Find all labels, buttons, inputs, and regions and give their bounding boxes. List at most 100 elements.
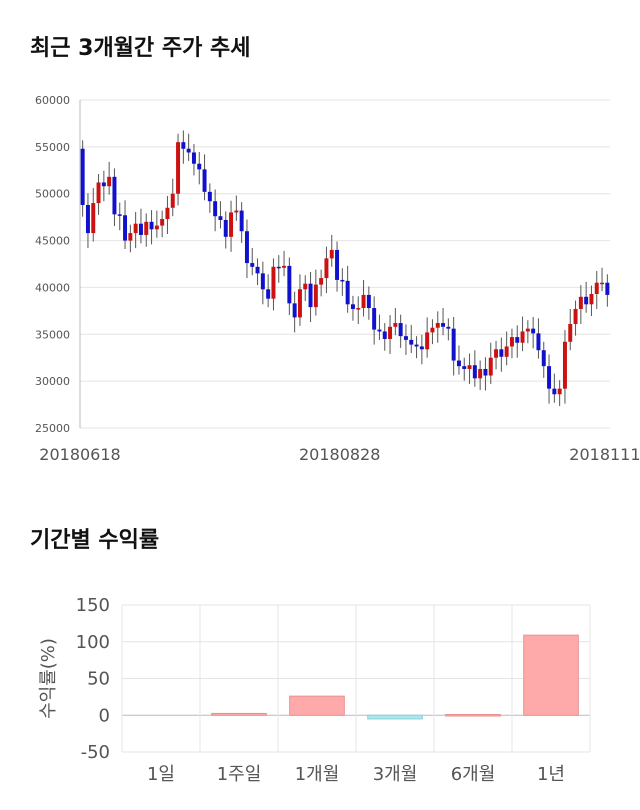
candle-up bbox=[356, 308, 361, 310]
candle-up bbox=[361, 294, 366, 309]
candle-up bbox=[494, 349, 499, 358]
candle-up bbox=[578, 296, 583, 309]
candle-up bbox=[329, 249, 334, 259]
candle-up bbox=[573, 308, 578, 324]
candle-down bbox=[260, 273, 265, 290]
y-tick-label: 45000 bbox=[35, 235, 70, 248]
candle-up bbox=[229, 212, 234, 237]
candle-down bbox=[605, 282, 610, 295]
candle-up bbox=[435, 323, 440, 328]
candle-down bbox=[456, 360, 461, 367]
candle-up bbox=[600, 282, 605, 285]
y-tick-label: 150 bbox=[76, 595, 110, 616]
candle-down bbox=[149, 221, 154, 230]
candle-down bbox=[541, 350, 546, 367]
candle-up bbox=[520, 331, 525, 343]
candle-down bbox=[308, 283, 313, 308]
candle-down bbox=[255, 266, 260, 274]
candle-up bbox=[107, 176, 112, 187]
candle-down bbox=[287, 265, 292, 304]
return-bar-5 bbox=[445, 714, 501, 717]
y-tick-label: 50000 bbox=[35, 188, 70, 201]
candle-up bbox=[467, 365, 472, 369]
candle-down bbox=[499, 349, 504, 357]
candle-down bbox=[207, 191, 212, 202]
candle-down bbox=[191, 152, 196, 164]
candle-up bbox=[504, 346, 509, 357]
candle-down bbox=[266, 289, 271, 299]
candle-down bbox=[414, 344, 419, 347]
candle-up bbox=[568, 323, 573, 342]
x-tick-label: 1일 bbox=[147, 764, 175, 785]
candle-down bbox=[409, 339, 414, 345]
candle-down bbox=[181, 142, 186, 149]
y-tick-label: 30000 bbox=[35, 375, 70, 388]
candle-down bbox=[276, 266, 281, 269]
candle-up bbox=[324, 258, 329, 279]
candle-down bbox=[345, 280, 350, 305]
candle-down bbox=[462, 366, 467, 369]
candle-up bbox=[128, 233, 133, 241]
candle-up bbox=[557, 388, 562, 395]
period-return-bar-chart: -50 0 50 100 150 수익률(%) 1일 1주일 1개월 3개월 6개월 1년 bbox=[38, 595, 591, 785]
candle-up bbox=[313, 284, 318, 308]
candle-down bbox=[552, 388, 557, 395]
candle-down bbox=[244, 231, 249, 264]
candle-down bbox=[340, 279, 345, 282]
candle-down bbox=[292, 303, 297, 318]
y-tick-label: 40000 bbox=[35, 281, 70, 294]
candle-down bbox=[377, 329, 382, 332]
candle-down bbox=[584, 296, 589, 305]
candle-up bbox=[297, 289, 302, 318]
candle-down bbox=[138, 223, 143, 235]
candle-down bbox=[85, 204, 90, 234]
candle-up bbox=[91, 203, 96, 234]
candle-down bbox=[419, 346, 424, 350]
candle-down bbox=[382, 331, 387, 339]
candle-down bbox=[372, 308, 377, 330]
candle-down bbox=[515, 337, 520, 343]
stock-price-candlestick-chart: 25000 30000 35000 40000 45000 50000 55000 60000… bbox=[35, 94, 640, 464]
candle-up bbox=[562, 341, 567, 389]
candle-up bbox=[478, 368, 483, 379]
candle-down bbox=[472, 365, 477, 379]
candle-up bbox=[393, 323, 398, 327]
x-tick-label: 1년 bbox=[537, 764, 565, 785]
candle-up bbox=[170, 193, 175, 208]
candle-down bbox=[197, 163, 202, 170]
candle-down bbox=[483, 368, 488, 376]
candle-down bbox=[350, 304, 355, 309]
y-tick-label: 50 bbox=[87, 669, 110, 690]
candle-up bbox=[509, 337, 514, 347]
candle-down bbox=[250, 263, 255, 267]
x-tick-label: 1개월 bbox=[295, 764, 340, 785]
candle-up bbox=[388, 326, 393, 339]
return-bar-6 bbox=[523, 634, 579, 716]
candle-down bbox=[239, 210, 244, 232]
x-tick-label: 20181112 bbox=[569, 445, 640, 464]
candle-up bbox=[234, 210, 239, 213]
y-tick-label: 100 bbox=[76, 632, 110, 653]
x-tick-label: 20180618 bbox=[39, 445, 120, 464]
candle-up bbox=[165, 207, 170, 220]
candle-up bbox=[96, 182, 101, 204]
candle-down bbox=[123, 215, 128, 241]
candle-up bbox=[282, 265, 287, 268]
y-axis-label: 수익률(%) bbox=[38, 638, 59, 719]
candle-down bbox=[403, 336, 408, 340]
candle-up bbox=[430, 327, 435, 333]
return-bar-2 bbox=[211, 712, 267, 716]
price-trend-title: 최근 3개월간 주가 추세 bbox=[30, 36, 251, 61]
candle-down bbox=[117, 214, 122, 216]
candle-up bbox=[525, 328, 530, 332]
candle-down bbox=[536, 333, 541, 351]
y-tick-label: 60000 bbox=[35, 94, 70, 107]
candle-down bbox=[547, 366, 552, 389]
y-tick-label: 55000 bbox=[35, 141, 70, 154]
candle-down bbox=[441, 323, 446, 327]
candle-up bbox=[160, 219, 165, 226]
period-return-title: 기간별 수익률 bbox=[30, 528, 160, 553]
candle-down bbox=[202, 169, 207, 192]
candle-down bbox=[186, 148, 191, 153]
y-tick-label: -50 bbox=[81, 742, 110, 763]
